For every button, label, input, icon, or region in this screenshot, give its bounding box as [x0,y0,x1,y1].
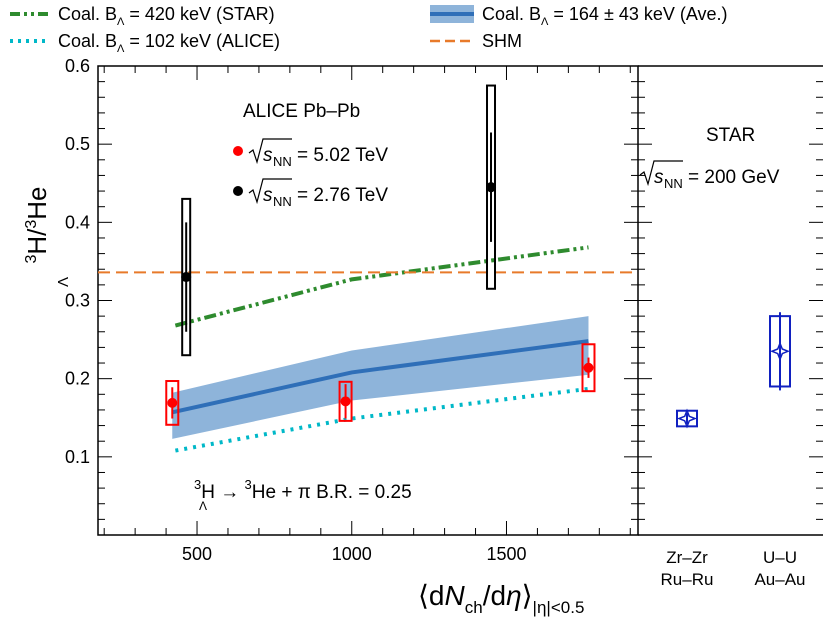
category-label-bottom: Au–Au [754,570,805,589]
sqrt-energy-200gev: s NN = 200 GeV [639,160,780,191]
svg-text:s: s [263,185,273,206]
category-label-top: U–U [763,548,797,567]
x-tick-label: 1500 [486,544,526,564]
energy-marker-black [233,186,243,196]
y-tick-label: 0.1 [65,447,90,467]
syst-box [581,343,596,393]
x-tick-label: 1000 [332,544,372,564]
star-data-point [676,408,698,429]
legend-item-coal-420: Coal. BΛ = 420 keV (STAR) [10,4,275,28]
x-tick-labels: 500 1000 1500 [182,544,527,564]
y-tick-label: 0.6 [65,56,90,76]
legend-item-coal-164: Coal. BΛ = 164 ± 43 keV (Ave.) [430,4,728,28]
y-tick-label: 0.4 [65,212,90,232]
svg-text:s: s [263,145,273,166]
legend: Coal. BΛ = 420 keV (STAR) Coal. BΛ = 164… [10,4,728,55]
y-axis-label: 3H/3He Λ [22,186,72,287]
legend-label: Coal. BΛ = 102 keV (ALICE) [58,31,280,55]
alice-header: ALICE Pb–Pb [243,101,360,122]
svg-text:NN: NN [664,176,683,191]
sqrt-energy-5tev: s NN = 5.02 TeV [248,138,388,169]
star-header: STAR [706,125,755,146]
data-points [165,84,791,429]
data-point [181,272,192,283]
alice-panel-frame [97,65,639,536]
legend-item-shm: SHM [430,31,522,51]
star-categories: Zr–Zr Ru–Ru U–U Au–Au [661,548,806,589]
y-tick-labels: 0.1 0.2 0.3 0.4 0.5 0.6 [65,56,90,467]
star-data-point [769,341,791,362]
data-point [486,182,497,193]
data-point [167,397,178,408]
x-tick-label: 500 [182,544,212,564]
svg-text:= 5.02 TeV: = 5.02 TeV [297,145,388,166]
svg-text:NN: NN [273,154,292,169]
energy-marker-red [233,146,243,156]
model-line-star [174,245,589,328]
legend-label: Coal. BΛ = 164 ± 43 keV (Ave.) [482,4,728,28]
legend-label: SHM [482,31,522,51]
category-label-bottom: Ru–Ru [661,570,714,589]
y-tick-label: 0.2 [65,369,90,389]
model-curves [98,245,638,453]
svg-text:s: s [654,167,664,188]
x-axis-label: ⟨dNch/dη⟩|η|<0.5 [418,580,584,617]
svg-text:NN: NN [273,194,292,209]
y-tick-label: 0.5 [65,134,90,154]
svg-text:= 200 GeV: = 200 GeV [688,167,780,188]
svg-text:= 2.76 TeV: = 2.76 TeV [297,185,388,206]
data-point [340,396,351,407]
svg-text:Λ: Λ [55,277,72,287]
legend-item-coal-102: Coal. BΛ = 102 keV (ALICE) [10,31,280,55]
syst-box [165,380,180,426]
axis-ticks [98,65,823,536]
y-tick-label: 0.3 [65,291,90,311]
category-label-top: Zr–Zr [666,548,708,567]
syst-box [338,380,353,422]
decay-annotation: 3H → 3He + π B.R. = 0.25 [194,477,412,503]
svg-text:3H/3He: 3H/3He [22,186,52,263]
sqrt-energy-276tev: s NN = 2.76 TeV [248,178,388,209]
legend-label: Coal. BΛ = 420 keV (STAR) [58,4,275,28]
model-line-ave [171,339,589,415]
data-point [583,362,594,373]
decay-sub-lambda: Λ [199,499,207,513]
model-band-ave [172,316,589,439]
